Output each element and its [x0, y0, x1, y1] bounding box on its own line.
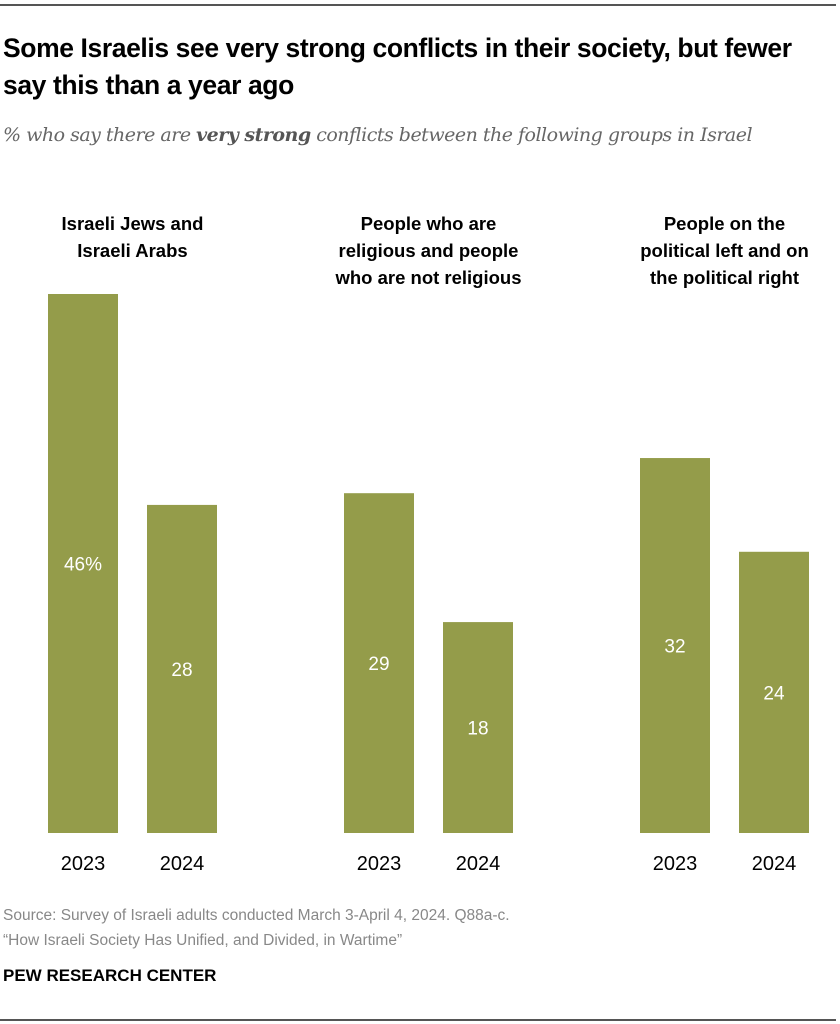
brand-logo: PEW RESEARCH CENTER	[3, 966, 217, 985]
x-tick-label: 2023	[653, 853, 698, 875]
bar-chart: Israeli Jews and Israeli Arabs 46% 2023 28 20…	[48, 213, 809, 875]
x-tick-label: 2023	[357, 853, 402, 875]
data-label: 28	[171, 660, 192, 681]
data-label: 46%	[64, 555, 102, 576]
data-label: 32	[664, 637, 685, 658]
source-text: Source: Survey of Israeli adults conduct…	[3, 907, 510, 924]
data-label: 18	[467, 719, 488, 740]
group-label: religious and people	[339, 240, 519, 261]
subtitle-text: conflicts between the following groups i…	[310, 124, 753, 146]
source-note: Source: Survey of Israeli adults conduct…	[3, 903, 510, 953]
report-title: “How Israeli Society Has Unified, and Di…	[3, 932, 403, 949]
group-label: who are not religious	[334, 267, 521, 288]
group-label: Israeli Arabs	[77, 240, 187, 261]
subtitle-emphasis: very strong	[196, 124, 311, 146]
data-label: 29	[368, 654, 389, 675]
bar	[147, 504, 217, 833]
data-label: 24	[763, 683, 785, 704]
group-label: Israeli Jews and	[62, 213, 204, 234]
x-tick-label: 2024	[456, 853, 501, 875]
chart-subtitle: % who say there are very strong conflict…	[3, 120, 833, 150]
bar	[640, 458, 710, 833]
x-tick-label: 2024	[752, 853, 797, 875]
x-tick-label: 2024	[160, 853, 205, 875]
bar	[48, 294, 118, 833]
top-rule	[0, 4, 836, 6]
group-label: People who are	[361, 213, 497, 234]
chart-title: Some Israelis see very strong conflicts …	[3, 33, 792, 100]
group-label: political left and on	[640, 240, 809, 261]
bar	[344, 493, 414, 833]
bar	[739, 551, 809, 833]
bottom-rule	[0, 1019, 836, 1021]
group-label: People on the	[664, 213, 785, 234]
x-tick-label: 2023	[61, 853, 106, 875]
bar	[443, 622, 513, 833]
group-label: the political right	[650, 267, 799, 288]
subtitle-text: % who say there are	[3, 124, 197, 146]
